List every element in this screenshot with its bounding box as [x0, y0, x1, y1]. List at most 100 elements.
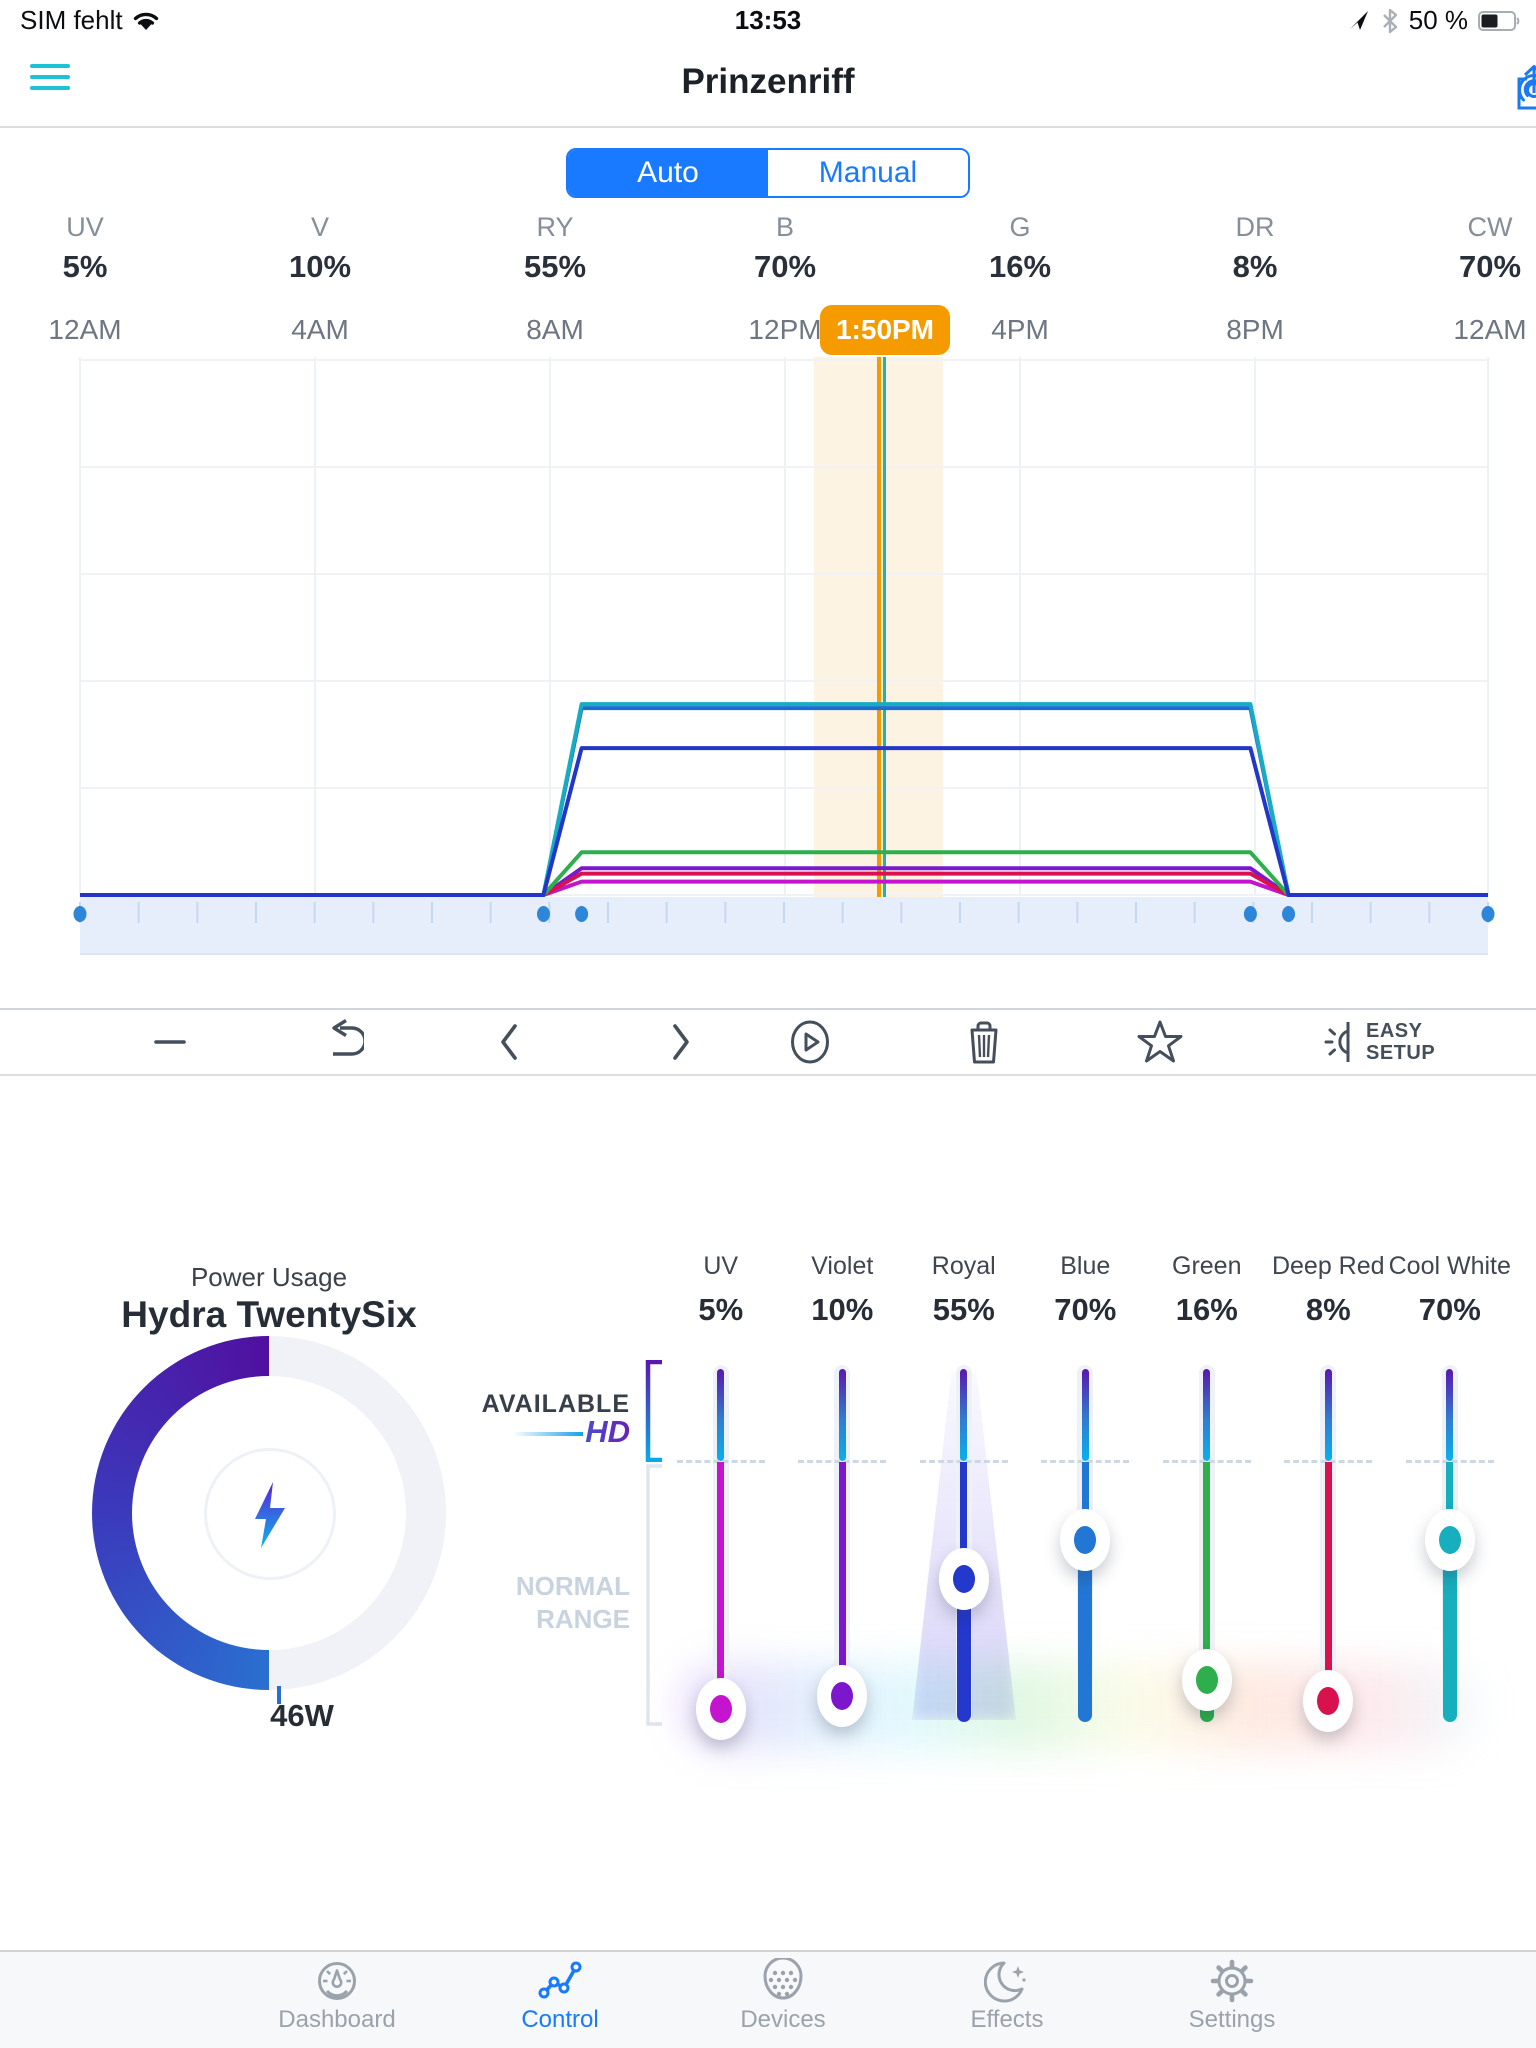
slider-blue: Blue 70%: [1025, 1240, 1147, 1860]
device-name: Hydra TwentySix: [121, 1294, 417, 1335]
chevron-right-icon[interactable]: [656, 1018, 704, 1066]
slider-handle[interactable]: [817, 1665, 868, 1727]
channel-summary-V: V 10%: [288, 212, 352, 284]
slider-handle[interactable]: [695, 1678, 746, 1740]
header: Prinzenriff: [0, 40, 1536, 128]
bluetooth-icon: [1382, 8, 1397, 33]
slider-track-fill[interactable]: [956, 1579, 971, 1722]
slider-track-fill[interactable]: [1078, 1540, 1093, 1722]
hd-range-bracket: [645, 1360, 662, 1462]
easy-setup-icon[interactable]: [1318, 1018, 1366, 1066]
slider-channel-name: Royal: [931, 1252, 996, 1280]
tab-devices[interactable]: Devices: [703, 1958, 863, 2034]
slider-channel-value: 10%: [811, 1292, 874, 1327]
slider-track-upper[interactable]: [1081, 1462, 1089, 1540]
hd-logo-line: [513, 1432, 583, 1436]
slider-cool-white: Cool White 70%: [1389, 1240, 1511, 1860]
settings-icon: [1210, 1959, 1254, 2003]
channel-summary-DR: DR 8%: [1232, 212, 1278, 284]
slider-handle[interactable]: [938, 1548, 989, 1610]
hundred-percent-marker: [1041, 1460, 1130, 1463]
slider-handle[interactable]: [1181, 1649, 1232, 1712]
slider-track-upper[interactable]: [1203, 1462, 1211, 1681]
power-watts: 46W: [270, 1698, 334, 1733]
hundred-percent-marker: [919, 1460, 1008, 1463]
slider-channel-value: 5%: [698, 1292, 744, 1327]
clock: 13:53: [734, 5, 802, 35]
slider-handle-dot: [1195, 1666, 1218, 1695]
undo-icon[interactable]: [316, 1018, 364, 1066]
time-label: 12AM: [1453, 314, 1527, 345]
slider-hd-segment: [717, 1369, 725, 1461]
slider-track-upper[interactable]: [1324, 1462, 1332, 1702]
available-label: AVAILABLE: [481, 1390, 630, 1418]
slider-hd-segment: [1081, 1369, 1089, 1461]
time-label: 4AM: [291, 314, 349, 345]
tab-control[interactable]: Control: [480, 1958, 640, 2034]
channel-summary-RY: RY 55%: [523, 212, 587, 284]
mode-toggle: Auto Manual: [566, 148, 970, 198]
status-bar: SIM fehlt 13:53 50 %: [0, 0, 1536, 40]
channel-summary-CW: CW 70%: [1458, 212, 1522, 284]
chevron-left-icon[interactable]: [486, 1018, 534, 1066]
slider-channel-name: Violet: [811, 1252, 874, 1280]
time-label: 8PM: [1226, 314, 1284, 345]
tab-manual[interactable]: Manual: [768, 150, 968, 196]
battery-percent: 50 %: [1408, 5, 1468, 35]
slider-channel-name: Green: [1172, 1252, 1242, 1280]
slider-track-upper[interactable]: [1446, 1462, 1454, 1540]
slider-handle-dot: [831, 1682, 854, 1710]
slider-track-upper[interactable]: [717, 1462, 725, 1709]
tab-auto[interactable]: Auto: [568, 150, 768, 196]
slider-hd-segment: [1203, 1369, 1211, 1461]
current-time-badge[interactable]: 1:50PM: [820, 305, 950, 355]
share-icon[interactable]: [1510, 64, 1536, 112]
slider-handle[interactable]: [1303, 1670, 1354, 1733]
slider-handle[interactable]: [1060, 1509, 1111, 1571]
slider-green: Green 16%: [1146, 1240, 1268, 1860]
hd-logo: HD: [508, 1414, 630, 1450]
slider-track-fill[interactable]: [1442, 1540, 1457, 1722]
slider-channel-value: 8%: [1305, 1292, 1351, 1327]
remove-point-icon[interactable]: [146, 1018, 194, 1066]
tab-settings[interactable]: Settings: [1152, 1958, 1312, 2034]
time-label: 8AM: [526, 314, 584, 345]
hundred-percent-marker: [676, 1460, 765, 1463]
play-preview-icon[interactable]: [786, 1018, 834, 1066]
tab-dashboard[interactable]: Dashboard: [257, 1958, 417, 2034]
location-icon: [1349, 10, 1368, 30]
slider-channel-name: Cool White: [1388, 1252, 1511, 1280]
slider-channel-value: 70%: [1418, 1292, 1481, 1327]
hundred-percent-marker: [798, 1460, 887, 1463]
power-bolt-icon: [255, 1482, 285, 1548]
devices-icon: [763, 1958, 803, 2000]
slider-hd-segment: [1324, 1369, 1332, 1461]
slider-handle-dot: [1438, 1526, 1461, 1554]
slider-deep-red: Deep Red 8%: [1268, 1240, 1390, 1860]
slider-channel-value: 16%: [1175, 1292, 1238, 1327]
menu-icon[interactable]: [30, 64, 70, 94]
time-label: 4PM: [991, 314, 1049, 345]
tab-effects[interactable]: Effects: [927, 1958, 1087, 2034]
schedule-chart[interactable]: [0, 357, 1536, 957]
time-label: 12PM: [748, 314, 822, 345]
slider-hd-segment: [838, 1369, 846, 1461]
channel-summary-G: G 16%: [988, 212, 1052, 284]
slider-royal: Royal 55%: [903, 1240, 1025, 1860]
slider-channel-value: 55%: [932, 1292, 995, 1327]
slider-handle[interactable]: [1424, 1509, 1475, 1571]
favorite-icon[interactable]: [1136, 1018, 1184, 1066]
page-title: Prinzenriff: [681, 62, 855, 101]
easy-setup-label[interactable]: EASY SETUP: [1366, 1020, 1436, 1064]
slider-violet: Violet 10%: [782, 1240, 904, 1860]
slider-channel-value: 70%: [1054, 1292, 1117, 1327]
dashboard-icon: [318, 1962, 356, 2000]
slider-track-upper[interactable]: [960, 1462, 968, 1579]
slider-handle-dot: [709, 1695, 732, 1723]
control-icon: [538, 1961, 582, 1999]
slider-track-upper[interactable]: [838, 1462, 846, 1696]
delete-icon[interactable]: [960, 1018, 1008, 1066]
slider-handle-dot: [1317, 1687, 1340, 1716]
channel-sliders: UV 5% Violet 10% Royal 55% Blue 70% Green 16% Deep…: [660, 1240, 1511, 1860]
time-label: 12AM: [48, 314, 122, 345]
